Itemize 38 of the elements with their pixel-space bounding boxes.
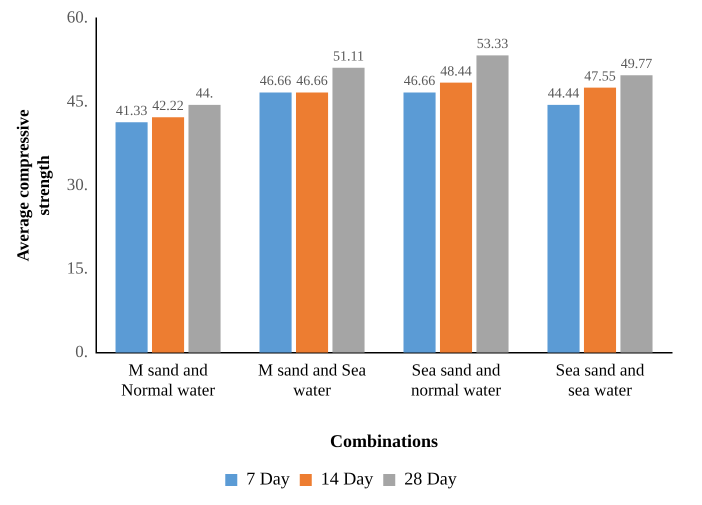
bar — [116, 122, 148, 353]
data-label: 51.11 — [333, 49, 364, 64]
legend-label: 28 Day — [404, 468, 457, 489]
data-label: 41.33 — [116, 104, 148, 119]
bar — [188, 104, 221, 353]
data-label: 46.66 — [404, 74, 436, 90]
bar — [260, 92, 292, 353]
data-label: 46.66 — [260, 74, 292, 90]
data-label: 47.55 — [584, 69, 616, 84]
x-tick-label: M sand and Normal water — [121, 360, 216, 400]
bar — [296, 92, 328, 353]
x-tick-label: Sea sand and sea water — [556, 360, 645, 400]
y-axis-title: Average compressive strength — [14, 109, 53, 262]
data-label: 46.66 — [296, 74, 328, 90]
bar — [152, 117, 184, 353]
y-tick-label: 0. — [75, 342, 88, 362]
legend-label: 14 Day — [320, 468, 374, 489]
bar — [584, 88, 616, 353]
y-tick-label: 60. — [66, 8, 88, 27]
data-label: 48.44 — [440, 64, 472, 80]
x-tick-label: M sand and Sea water — [258, 360, 367, 400]
data-label: 44.44 — [548, 86, 580, 102]
bar — [332, 68, 365, 353]
data-label: 44. — [196, 86, 214, 102]
bar — [403, 92, 436, 353]
x-tick-label: Sea sand and normal water — [410, 360, 502, 400]
data-label: 53.33 — [476, 37, 508, 52]
bar — [547, 104, 580, 353]
y-tick-label: 45. — [66, 91, 88, 110]
bar — [476, 55, 509, 353]
data-label: 42.22 — [152, 98, 184, 114]
x-axis-title: Combinations — [330, 430, 438, 451]
bar — [440, 82, 472, 353]
y-tick-label: 15. — [66, 258, 88, 278]
bar — [620, 75, 653, 353]
data-label: 49.77 — [620, 56, 652, 72]
legend-label: 7 Day — [246, 468, 290, 489]
y-tick-label: 30. — [66, 174, 88, 194]
